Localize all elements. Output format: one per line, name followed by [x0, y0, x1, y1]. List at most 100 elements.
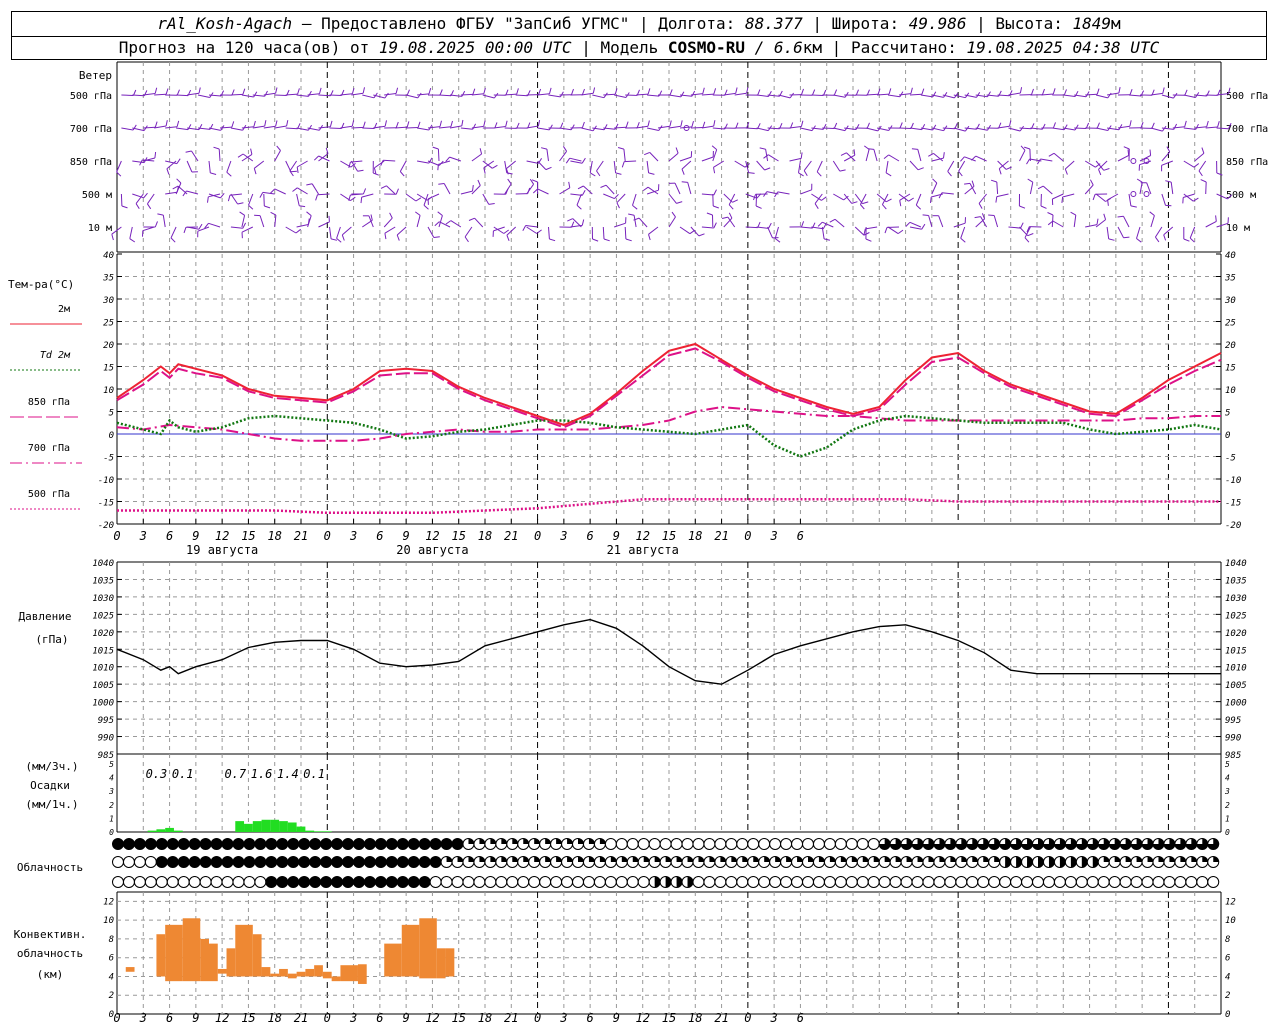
wind-barb-flag [143, 192, 148, 199]
wind-barb-flag [565, 157, 571, 164]
wind-barb-flag [253, 91, 258, 98]
cloud-cover-icon [112, 876, 124, 888]
wind-barb-flag [275, 120, 278, 127]
wind-barb-flag [1103, 168, 1110, 171]
wind-barb-flag [885, 198, 892, 203]
conv-xtick-label: 18 [478, 1011, 492, 1024]
wind-barb [1084, 184, 1094, 195]
wind-barb [888, 154, 900, 162]
wind-barb-flag [596, 170, 601, 177]
wind-barb-flag [1166, 146, 1171, 153]
wind-barb-flag [472, 123, 477, 130]
cloud-cover-icon [363, 856, 376, 868]
cloud-cover-fill [906, 856, 913, 862]
wind-barb [120, 193, 123, 207]
cloud-cover-fill [1027, 856, 1033, 868]
pressure-ytick-label-left: 1030 [92, 594, 114, 604]
wind-barb-flag [897, 229, 904, 235]
wind-barb [438, 215, 443, 228]
cloud-cover-fill [1109, 838, 1121, 850]
wind-barb [427, 126, 441, 129]
cloud-cover-icon [320, 876, 333, 888]
wind-barb-flag [600, 184, 607, 188]
wind-barb [336, 226, 341, 239]
cloud-cover-icon [221, 838, 234, 850]
wind-barb-flag [395, 188, 399, 195]
wind-barb-flag [843, 195, 849, 201]
precip-ytick-label-right: 1 [1225, 814, 1230, 823]
wind-barb-flag [713, 189, 717, 196]
wind-barb-flag [166, 168, 170, 175]
wind-barb [471, 125, 484, 129]
wind-barb-flag [823, 238, 831, 241]
wind-barb [373, 94, 386, 99]
wind-barb [307, 127, 320, 131]
wind-barb-flag [237, 202, 244, 205]
cloud-cover-fill [1098, 838, 1110, 850]
wind-barb-flag [237, 153, 244, 158]
wind-barb [679, 94, 692, 97]
conv-cloud-bar [401, 924, 420, 977]
conv-xtick-label: 6 [587, 1011, 594, 1024]
wind-barb-flag [438, 183, 445, 185]
wind-barb-flag [1031, 88, 1034, 95]
wind-barb [230, 193, 239, 205]
wind-barb [712, 149, 718, 162]
wind-barb-flag [417, 92, 422, 99]
wind-barb-flag [264, 205, 271, 209]
pressure-ytick-label-right: 1020 [1225, 629, 1247, 639]
wind-barb [570, 193, 583, 196]
wind-barb-flag [559, 91, 564, 98]
cloud-cover-icon [385, 856, 398, 868]
cloud-cover-icon [166, 856, 179, 868]
wind-barb-flag [748, 172, 755, 174]
wind-barb-flag [227, 195, 231, 202]
pressure-ytick-label-right: 1025 [1225, 611, 1247, 621]
conv-cloud-bar [165, 924, 183, 982]
wind-barb-flag [571, 88, 574, 95]
wind-barb-flag [1096, 218, 1099, 225]
cloud-cover-icon [352, 838, 365, 850]
wind-barb [537, 160, 547, 170]
conv-xtick-label: 15 [241, 1011, 255, 1024]
wind-level-label-right: 10 м [1226, 223, 1250, 234]
wind-barb [592, 127, 605, 131]
wind-barb-flag [1064, 168, 1068, 175]
wind-barb-flag [1095, 163, 1101, 168]
wind-barb-flag [306, 183, 313, 186]
wind-barb [1095, 127, 1109, 131]
conv-cloud-bar [314, 965, 323, 977]
cloud-cover-icon [736, 876, 749, 888]
wind-barb [898, 127, 912, 129]
cloud-cover-fill [1147, 856, 1153, 862]
wind-barb [175, 182, 182, 195]
cloud-cover-icon [287, 876, 300, 888]
cloud-cover-icon [856, 876, 869, 888]
precip-ytick-label-left: 4 [109, 774, 114, 783]
wind-barb [208, 127, 221, 131]
alt-label: | Высота: [976, 14, 1063, 33]
pressure-ytick-label-left: 990 [98, 734, 114, 744]
wind-barb [756, 226, 769, 229]
wind-barb [833, 94, 846, 98]
wind-barb [187, 127, 200, 131]
wind-barb-flag [1074, 124, 1079, 131]
cloud-cover-fill [862, 856, 869, 862]
cloud-cover-fill [753, 856, 759, 862]
wind-barb-flag [531, 179, 538, 183]
cloud-cover-fill [977, 838, 989, 850]
wind-barb-flag [1216, 172, 1223, 176]
cloud-cover-fill [479, 856, 485, 862]
wind-barb [581, 92, 594, 96]
cloud-cover-fill [545, 838, 551, 844]
wind-barb [969, 183, 977, 195]
wind-barb [931, 157, 944, 162]
cloud-cover-icon [593, 876, 606, 888]
wind-barb-flag [351, 87, 355, 94]
cloud-cover-icon [254, 876, 267, 888]
wind-barb [941, 192, 954, 195]
wind-barb [679, 226, 691, 235]
cloud-cover-icon [243, 876, 256, 888]
cloud-cover-fill [890, 838, 902, 850]
wind-barb [756, 94, 769, 97]
